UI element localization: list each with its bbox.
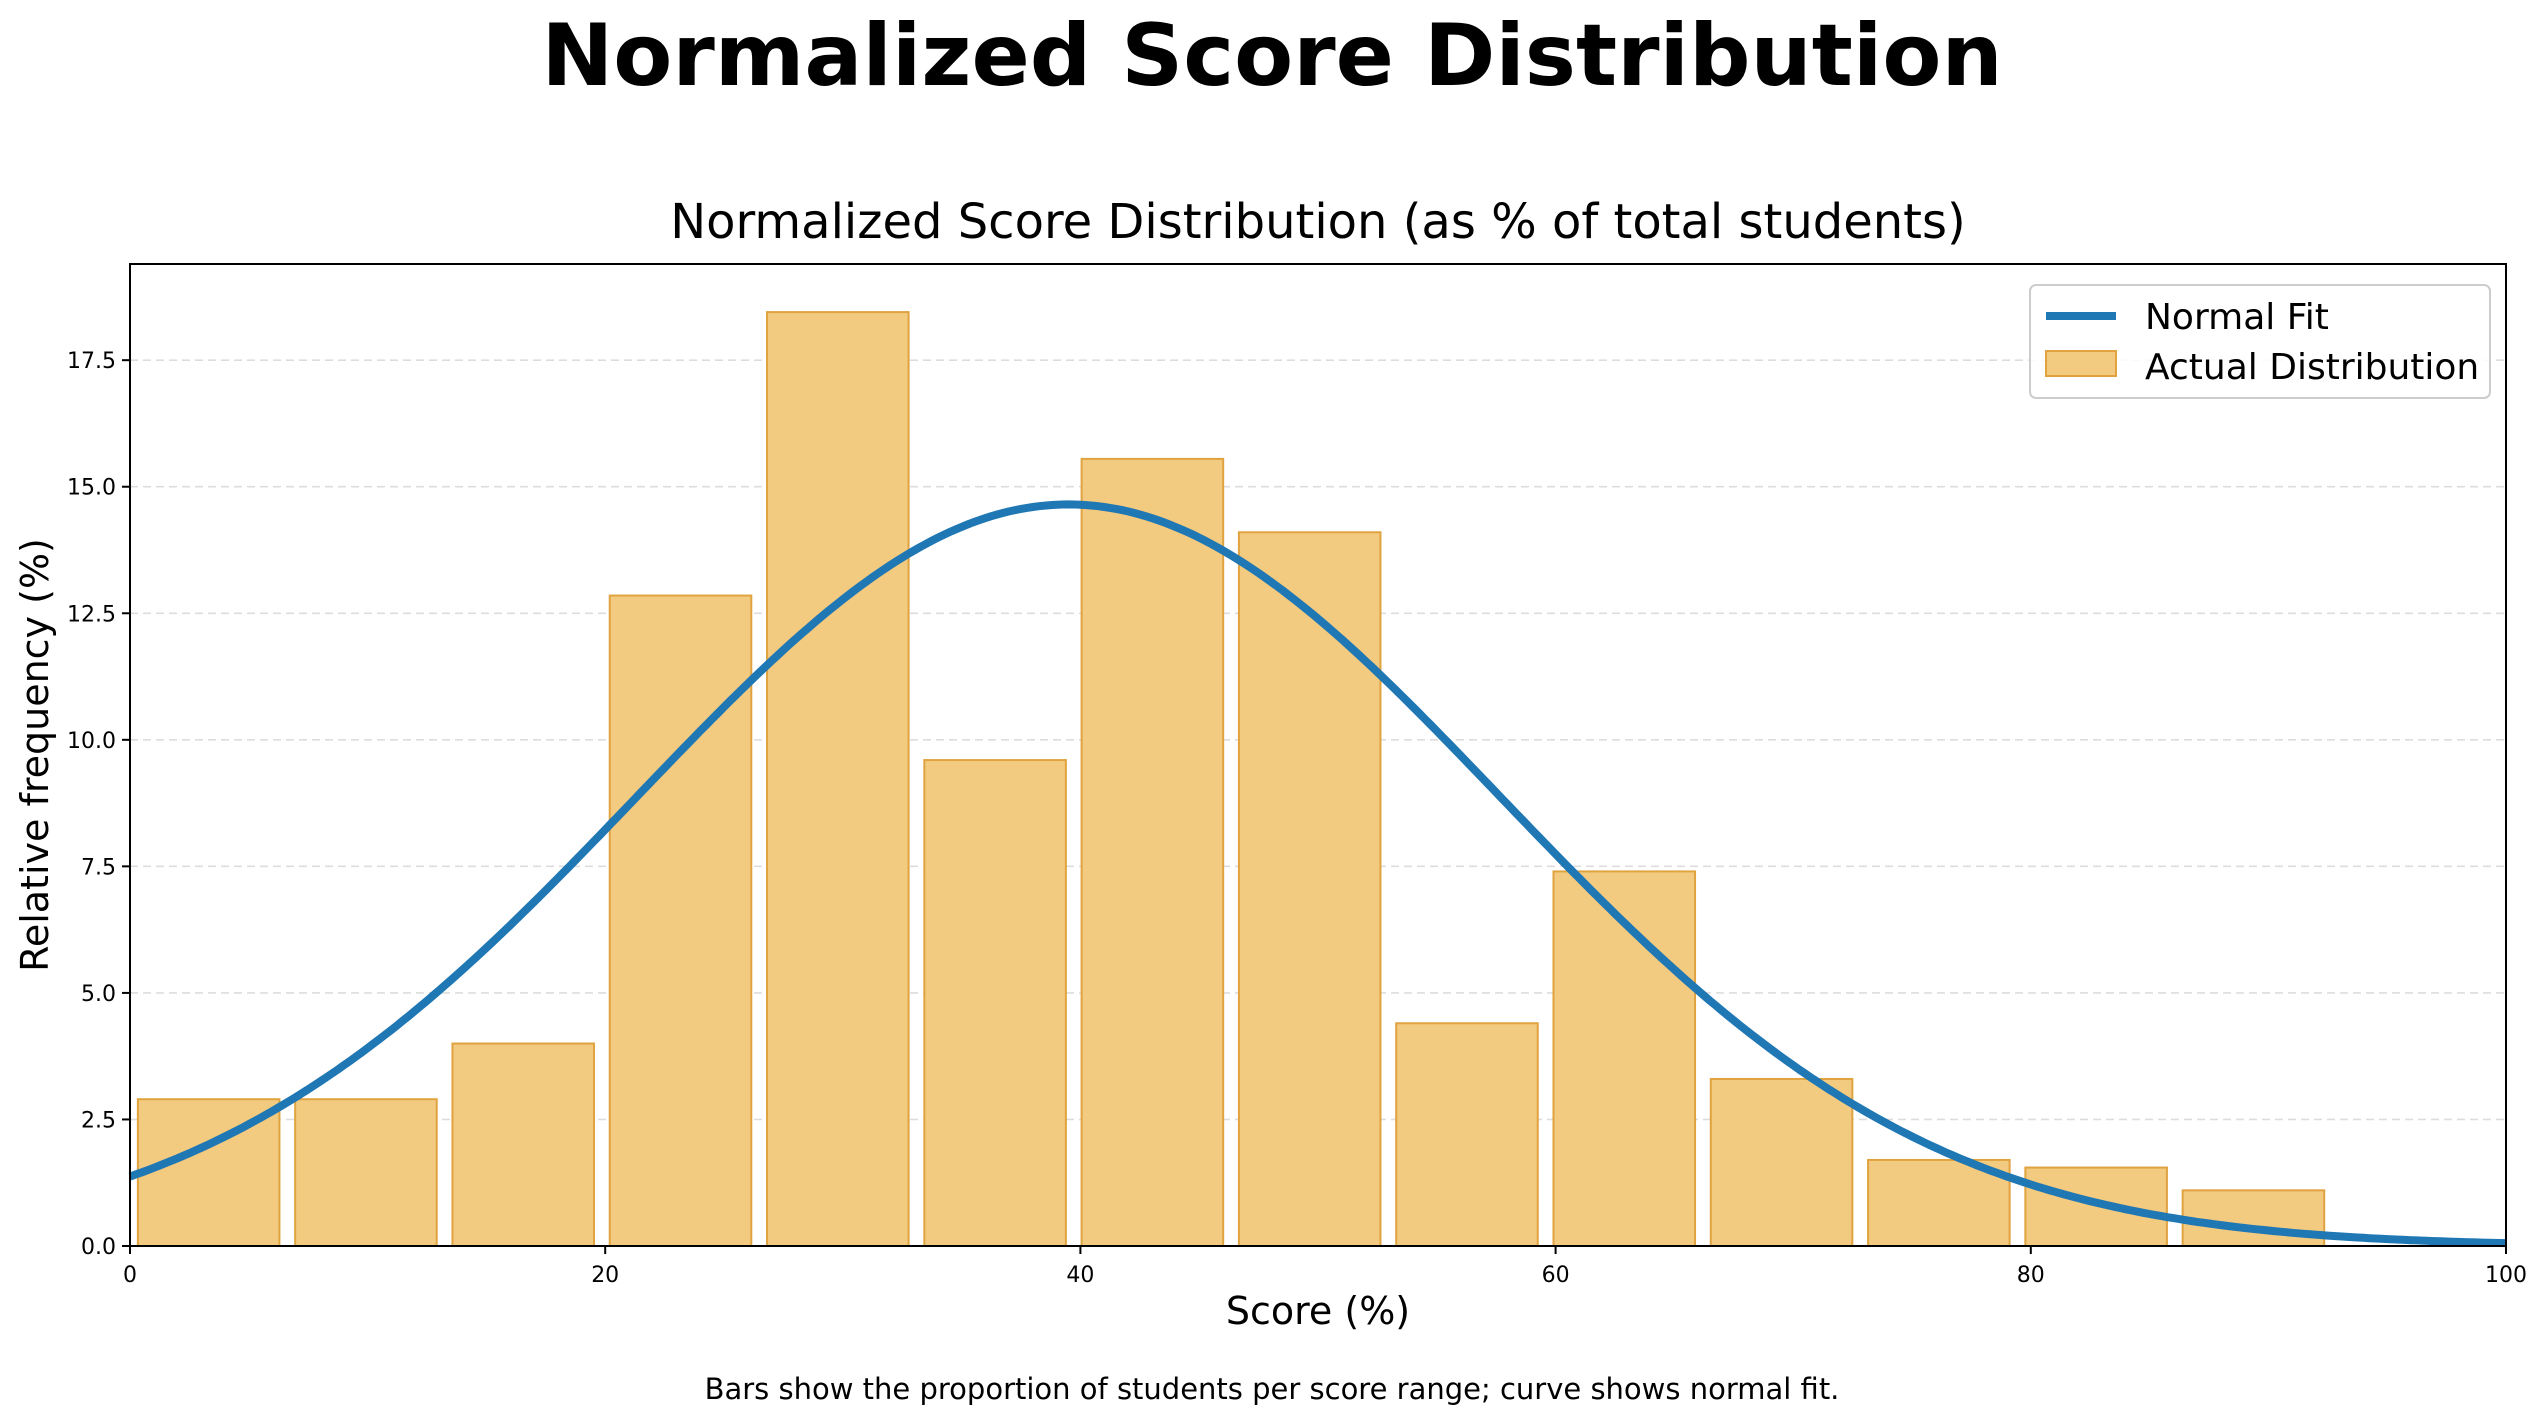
y-axis-label: Relative frequency (%)	[13, 538, 57, 972]
normal-fit-curve	[128, 500, 2507, 1248]
histogram-bar	[2024, 1166, 2168, 1248]
histogram-bar	[1709, 1077, 1854, 1247]
x-tick-label: 80	[2017, 1263, 2045, 1288]
y-tick-label: 17.5	[67, 349, 116, 374]
x-axis-label: Score (%)	[1226, 1289, 1410, 1333]
histogram-bar	[451, 1042, 596, 1247]
histogram-bar	[1237, 531, 1382, 1247]
histogram-bar	[766, 311, 910, 1247]
y-tick-label: 7.5	[81, 855, 116, 880]
histogram-bar	[1552, 870, 1697, 1247]
y-tick-label: 10.0	[67, 729, 116, 754]
histogram-bar	[923, 759, 1067, 1247]
histogram-bar	[1395, 1022, 1539, 1247]
figure-caption: Bars show the proportion of students per…	[704, 1372, 1840, 1406]
y-tick-label: 5.0	[81, 982, 116, 1007]
plot-frame	[129, 263, 2507, 1247]
y-tick-label: 12.5	[67, 602, 116, 627]
x-tick-label: 20	[591, 1263, 619, 1288]
legend-swatch-actual-distribution	[2045, 350, 2117, 377]
x-tick-label: 0	[123, 1263, 137, 1288]
y-tick-label: 2.5	[81, 1108, 116, 1133]
histogram-bar	[1080, 457, 1225, 1247]
legend	[2029, 284, 2491, 399]
x-tick-label: 40	[1066, 1263, 1094, 1288]
legend-label-normal-fit: Normal Fit	[2145, 297, 2329, 338]
x-tick-label: 60	[1542, 1263, 1570, 1288]
legend-label-actual-distribution: Actual Distribution	[2145, 347, 2479, 388]
chart-title: Normalized Score Distribution (as % of t…	[670, 194, 1965, 250]
y-tick-label: 0.0	[81, 1235, 116, 1260]
histogram-bar	[608, 594, 753, 1247]
x-tick-label: 100	[2485, 1263, 2527, 1288]
y-tick-label: 15.0	[67, 476, 116, 501]
figure-title: Normalized Score Distribution	[541, 6, 2003, 106]
histogram-bar	[294, 1098, 438, 1247]
